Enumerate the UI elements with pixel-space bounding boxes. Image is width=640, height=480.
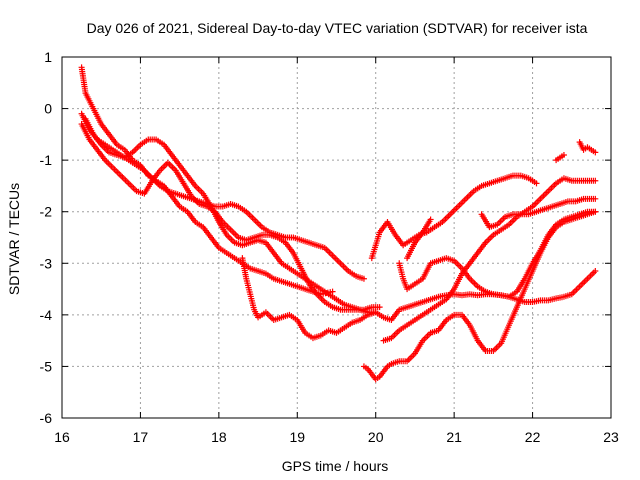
series-11 [427, 208, 599, 354]
series-5 [239, 255, 599, 342]
data-point-marker [376, 304, 383, 311]
y-tick-label: -5 [40, 358, 53, 374]
series-12 [478, 195, 599, 231]
grid-lines [62, 57, 611, 418]
series-3 [82, 115, 379, 316]
series-6 [360, 329, 434, 383]
data-point-marker [360, 275, 367, 282]
x-tick-label: 17 [133, 429, 149, 445]
x-tick-label: 21 [446, 429, 462, 445]
series-13 [553, 151, 567, 164]
x-tick-label: 16 [54, 429, 70, 445]
data-point-marker [329, 288, 336, 295]
x-tick-label: 18 [211, 429, 227, 445]
y-tick-label: -4 [40, 307, 53, 323]
data-point-marker [560, 151, 567, 158]
series-2 [78, 110, 367, 282]
axis-ticks: 16 17 18 19 20 21 22 23 -6 -5 -4 -3 -2 -1 0 1 [40, 49, 619, 445]
y-axis-label: SDTVAR / TECUs [6, 183, 22, 295]
y-tick-label: 1 [44, 49, 52, 65]
x-tick-label: 19 [289, 429, 305, 445]
plot-frame [61, 56, 612, 419]
data-point-marker [592, 177, 599, 184]
x-tick-label: 23 [603, 429, 619, 445]
data-point-marker [533, 180, 540, 187]
y-tick-label: -3 [40, 255, 53, 271]
series-9 [368, 172, 540, 262]
data-point-marker [592, 268, 599, 275]
series-14 [576, 139, 599, 156]
data-point-marker [427, 216, 434, 223]
x-axis-label: GPS time / hours [282, 458, 389, 474]
data-point-marker [592, 208, 599, 215]
data-points [78, 64, 599, 383]
y-tick-label: 0 [44, 101, 52, 117]
y-tick-label: -1 [40, 152, 53, 168]
series-10 [404, 216, 434, 262]
series-4 [78, 121, 383, 313]
y-tick-label: -6 [40, 410, 53, 426]
x-tick-label: 20 [368, 429, 384, 445]
data-point-marker [592, 195, 599, 202]
data-point-marker [592, 149, 599, 156]
y-tick-label: -2 [40, 204, 53, 220]
chart-title: Day 026 of 2021, Sidereal Day-to-day VTE… [87, 20, 588, 36]
x-tick-label: 22 [525, 429, 541, 445]
series-7 [380, 175, 599, 344]
